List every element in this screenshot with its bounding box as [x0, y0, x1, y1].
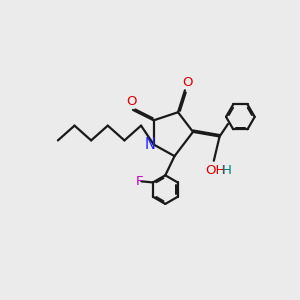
- Text: H: H: [222, 164, 232, 177]
- Text: F: F: [135, 175, 143, 188]
- Text: O: O: [127, 94, 137, 108]
- Text: N: N: [145, 137, 156, 152]
- Text: O: O: [182, 76, 193, 89]
- Text: OH: OH: [205, 164, 225, 177]
